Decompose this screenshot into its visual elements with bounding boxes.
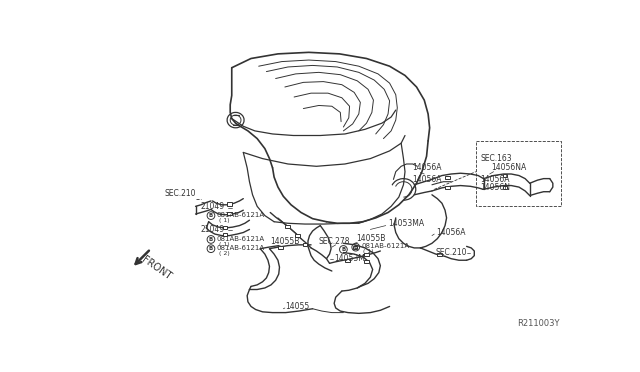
Text: B: B [341,247,346,252]
Text: 14056A: 14056A [413,163,442,172]
Text: SEC.163: SEC.163 [481,154,512,163]
Text: SEC.278: SEC.278 [319,237,350,246]
Bar [303,243,307,246]
Bar [223,225,227,229]
Text: B: B [353,245,358,250]
Text: 14053M: 14053M [334,254,365,263]
Text: B: B [209,213,213,218]
Bar [364,260,369,263]
Text: 21049: 21049 [201,202,225,211]
Text: SEC.210: SEC.210 [164,189,196,198]
Bar [285,225,289,228]
Bar [476,141,561,206]
Text: 14055: 14055 [285,302,310,311]
Text: 081AB-6121A: 081AB-6121A [216,236,264,242]
Text: FRONT: FRONT [140,254,173,281]
Bar [503,186,508,189]
Text: 14055B: 14055B [356,234,385,243]
Bar [295,234,300,237]
Text: 14056NA: 14056NA [492,163,527,172]
Bar [227,202,232,206]
Text: ( 2): ( 2) [219,251,229,256]
Bar [364,253,369,256]
Text: 14056A: 14056A [436,228,465,237]
Text: 081AB-6121A: 081AB-6121A [361,243,409,249]
Bar [223,233,227,236]
Text: ( 1): ( 1) [219,218,229,223]
Bar [353,246,357,249]
Bar [437,253,442,256]
Text: 081AB-6121A: 081AB-6121A [216,245,264,251]
Text: R211003Y: R211003Y [516,319,559,328]
Bar [445,176,450,179]
Bar [278,246,283,249]
Text: B: B [209,237,213,242]
Text: 14056A: 14056A [481,175,510,184]
Text: 14056N: 14056N [481,183,511,192]
Text: 14056A: 14056A [413,175,442,184]
Bar [445,186,450,189]
Text: SEC.210: SEC.210 [436,248,467,257]
Text: ( 1): ( 1) [219,241,229,247]
Text: 081AB-6121A: 081AB-6121A [216,212,264,218]
Bar [503,174,508,177]
Bar [345,259,349,262]
Text: 21049: 21049 [201,225,225,234]
Text: 14053MA: 14053MA [388,219,424,228]
Text: 14055B: 14055B [270,237,300,246]
Text: ( 1): ( 1) [364,249,374,254]
Bar [227,212,232,215]
Text: B: B [209,246,213,251]
